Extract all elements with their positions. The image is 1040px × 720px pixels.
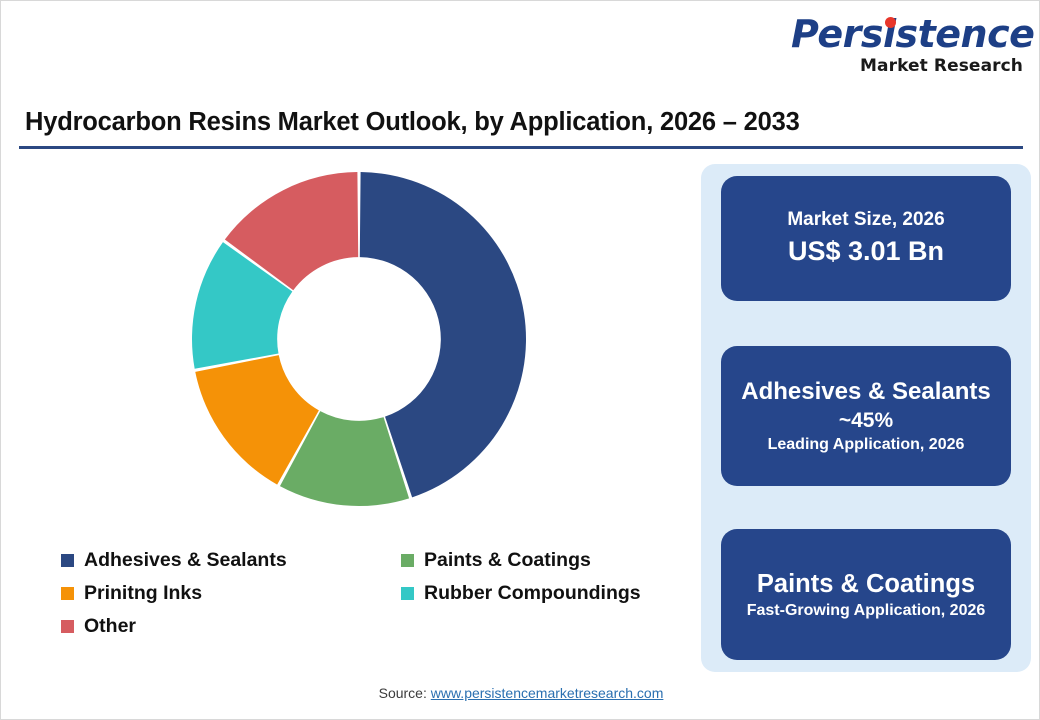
legend-item-rubber-compoundings[interactable]: Rubber Compoundings [401, 582, 701, 605]
donut-chart [192, 172, 526, 506]
legend-row: Other [61, 610, 701, 643]
source-link[interactable]: www.persistencemarketresearch.com [430, 685, 664, 701]
leading-application-name: Adhesives & Sealants [741, 378, 991, 406]
title-divider [19, 146, 1023, 149]
chart-area [19, 161, 689, 541]
legend-item-prinitng-inks[interactable]: Prinitng Inks [61, 582, 401, 605]
page-title: Hydrocarbon Resins Market Outlook, by Ap… [25, 108, 800, 136]
donut-slice[interactable] [192, 242, 293, 369]
donut-slice[interactable] [195, 355, 319, 485]
legend-label: Rubber Compoundings [424, 582, 641, 604]
leading-application-note: Leading Application, 2026 [767, 436, 965, 453]
legend-swatch-icon [61, 554, 74, 567]
legend-label: Other [84, 615, 137, 637]
card-fast-growing-application: Paints & Coatings Fast-Growing Applicati… [721, 529, 1011, 660]
donut-slice[interactable] [224, 172, 359, 291]
brand-name: Persistence [791, 12, 1035, 56]
donut-slice-group [192, 172, 526, 506]
brand-tagline: Market Research [860, 56, 1023, 76]
chart-legend: Adhesives & Sealants Paints & Coatings P… [61, 544, 701, 643]
market-size-value: US$ 3.01 Bn [787, 235, 945, 266]
legend-row: Adhesives & Sealants Paints & Coatings [61, 544, 701, 577]
legend-label: Prinitng Inks [84, 582, 203, 604]
card-leading-application: Adhesives & Sealants ~45% Leading Applic… [721, 346, 1011, 486]
legend-label: Paints & Coatings [424, 549, 591, 571]
legend-swatch-icon [61, 587, 74, 600]
fast-growing-application-note: Fast-Growing Application, 2026 [746, 601, 986, 619]
source-prefix: Source: [378, 685, 427, 701]
highlights-panel: Market Size, 2026 US$ 3.01 Bn Adhesives … [701, 164, 1031, 672]
legend-item-paints-coatings[interactable]: Paints & Coatings [401, 549, 701, 572]
legend-swatch-icon [401, 587, 414, 600]
legend-swatch-icon [61, 620, 74, 633]
market-size-label: Market Size, 2026 [787, 209, 945, 231]
legend-item-adhesives-sealants[interactable]: Adhesives & Sealants [61, 549, 401, 572]
brand-logo: Persistence Market Research [791, 12, 1035, 76]
fast-growing-application-name: Paints & Coatings [756, 569, 976, 598]
donut-slice[interactable] [359, 172, 526, 498]
card-market-size: Market Size, 2026 US$ 3.01 Bn [721, 176, 1011, 301]
donut-slice[interactable] [279, 411, 410, 506]
legend-label: Adhesives & Sealants [84, 549, 287, 571]
legend-swatch-icon [401, 554, 414, 567]
leading-application-share: ~45% [838, 408, 894, 432]
brand-dot-icon [885, 17, 896, 28]
source-line: Source: www.persistencemarketresearch.co… [1, 685, 1039, 701]
legend-item-other[interactable]: Other [61, 615, 401, 638]
legend-row: Prinitng Inks Rubber Compoundings [61, 577, 701, 610]
